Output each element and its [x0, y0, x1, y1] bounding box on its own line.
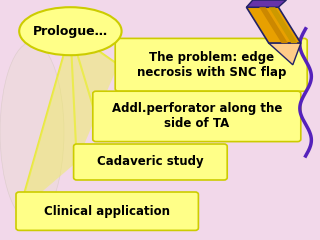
Text: Prologue…: Prologue…	[33, 25, 108, 38]
Polygon shape	[269, 7, 298, 43]
Polygon shape	[269, 43, 301, 65]
Polygon shape	[19, 31, 118, 211]
Text: Clinical application: Clinical application	[44, 205, 170, 218]
Text: Addl.perforator along the
side of TA: Addl.perforator along the side of TA	[112, 102, 282, 130]
Text: Cadaveric study: Cadaveric study	[97, 156, 204, 168]
FancyBboxPatch shape	[93, 91, 301, 142]
Ellipse shape	[19, 22, 45, 41]
Polygon shape	[259, 7, 288, 43]
Polygon shape	[246, 7, 301, 43]
FancyBboxPatch shape	[16, 192, 198, 230]
FancyBboxPatch shape	[74, 144, 227, 180]
Ellipse shape	[19, 7, 122, 55]
Polygon shape	[246, 0, 286, 7]
Ellipse shape	[0, 42, 64, 222]
FancyBboxPatch shape	[115, 38, 307, 91]
Text: The problem: edge
necrosis with SNC flap: The problem: edge necrosis with SNC flap	[137, 51, 286, 79]
